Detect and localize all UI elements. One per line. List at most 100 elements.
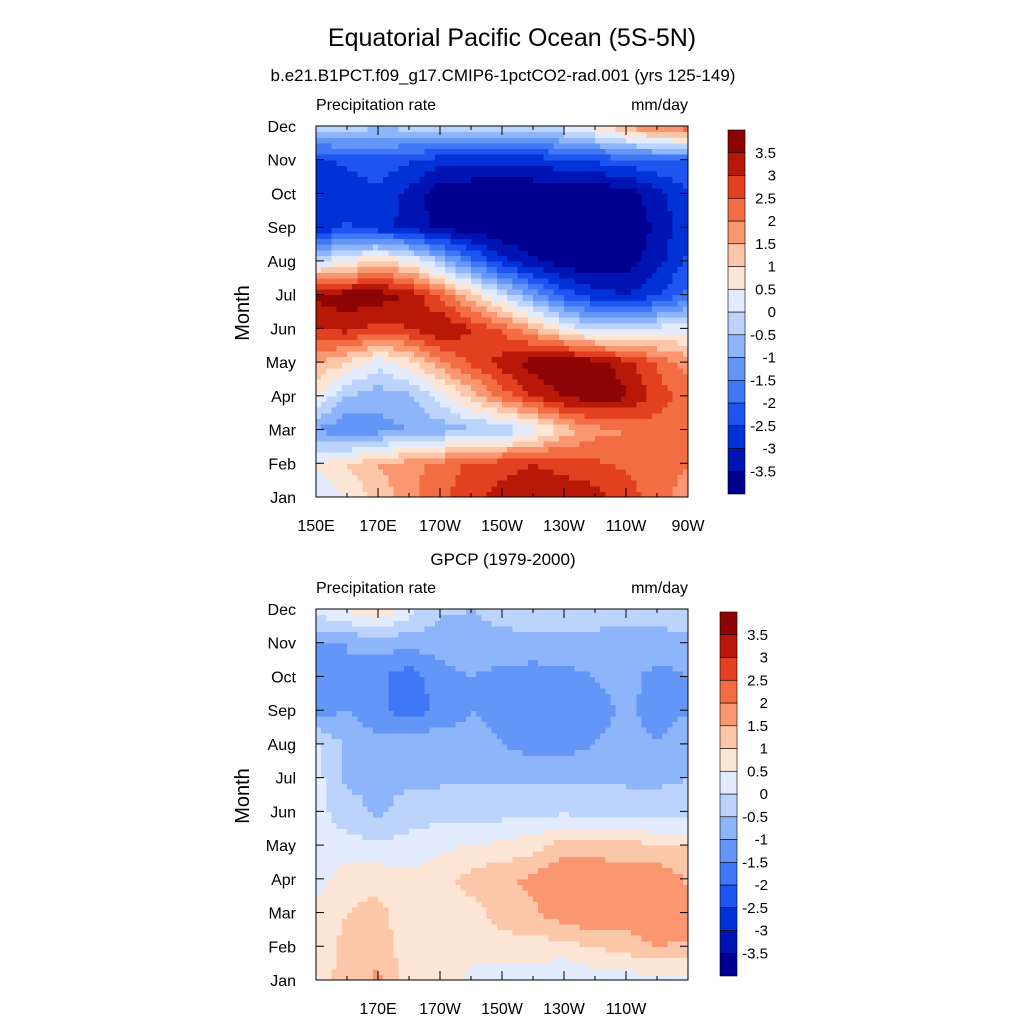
heatmap-cell bbox=[455, 126, 462, 133]
heatmap-cell bbox=[605, 440, 612, 448]
heatmap-cell bbox=[631, 317, 637, 324]
heatmap-cell bbox=[672, 294, 679, 301]
heatmap-cell bbox=[393, 244, 400, 251]
heatmap-cell bbox=[553, 356, 560, 363]
heatmap-cell bbox=[589, 322, 596, 329]
heatmap-cell bbox=[512, 277, 519, 284]
heatmap-cell bbox=[626, 446, 632, 453]
heatmap-cell bbox=[352, 968, 358, 975]
heatmap-cell bbox=[378, 300, 384, 307]
heatmap-cell bbox=[574, 221, 581, 228]
heatmap-cell bbox=[409, 446, 415, 453]
heatmap-cell bbox=[367, 446, 374, 453]
heatmap-cell bbox=[445, 480, 451, 487]
heatmap-cell bbox=[450, 227, 457, 234]
heatmap-cell bbox=[486, 367, 493, 374]
heatmap-cell bbox=[341, 418, 348, 425]
heatmap-cell bbox=[321, 418, 327, 425]
heatmap-cell bbox=[564, 210, 570, 217]
heatmap-cell bbox=[491, 474, 498, 481]
heatmap-cell bbox=[347, 333, 353, 341]
heatmap-cell bbox=[486, 435, 493, 442]
heatmap-cell bbox=[631, 491, 637, 498]
heatmap-cell bbox=[331, 215, 338, 223]
heatmap-cell bbox=[543, 142, 550, 150]
heatmap-cell bbox=[502, 294, 508, 301]
heatmap-cell bbox=[672, 491, 679, 498]
heatmap-cell bbox=[558, 165, 565, 172]
heatmap-cell bbox=[636, 362, 643, 369]
heatmap-cell bbox=[414, 159, 420, 166]
heatmap-cell bbox=[512, 401, 519, 408]
heatmap-cell bbox=[543, 305, 550, 313]
heatmap-cell bbox=[434, 244, 441, 251]
heatmap-cell bbox=[471, 468, 477, 476]
heatmap-cell bbox=[527, 339, 534, 346]
heatmap-cell bbox=[434, 452, 441, 459]
heatmap-cell bbox=[600, 435, 606, 442]
heatmap-cell bbox=[440, 457, 446, 464]
heatmap-cell bbox=[347, 277, 353, 284]
heatmap-cell bbox=[512, 339, 519, 346]
heatmap-cell bbox=[548, 244, 555, 251]
heatmap-cell bbox=[378, 266, 384, 273]
heatmap-cell bbox=[450, 968, 457, 975]
heatmap-cell bbox=[362, 159, 369, 166]
heatmap-cell bbox=[615, 137, 622, 144]
heatmap-cell bbox=[450, 249, 457, 256]
heatmap-cell bbox=[527, 277, 534, 284]
heatmap-cell bbox=[589, 350, 596, 358]
heatmap-cell bbox=[471, 317, 477, 324]
heatmap-cell bbox=[331, 435, 338, 442]
heatmap-cell bbox=[538, 272, 544, 279]
heatmap-cell bbox=[512, 154, 519, 161]
heatmap-cell bbox=[502, 137, 508, 144]
heatmap-cell bbox=[429, 182, 436, 189]
heatmap-cell bbox=[326, 345, 333, 352]
heatmap-cell bbox=[491, 440, 498, 448]
heatmap-cell bbox=[574, 249, 581, 256]
heatmap-cell bbox=[419, 148, 426, 155]
heatmap-cell bbox=[388, 317, 395, 324]
heatmap-cell bbox=[336, 305, 343, 313]
heatmap-cell bbox=[533, 272, 539, 279]
heatmap-cell bbox=[336, 182, 343, 189]
heatmap-cell bbox=[414, 968, 420, 975]
heatmap-cell bbox=[429, 491, 436, 498]
heatmap-cell bbox=[476, 328, 482, 335]
heatmap-cell bbox=[507, 159, 513, 166]
heatmap-cell bbox=[450, 384, 457, 391]
heatmap-cell bbox=[672, 176, 679, 183]
heatmap-cell bbox=[429, 249, 436, 256]
heatmap-cell bbox=[434, 418, 441, 425]
heatmap-cell bbox=[543, 210, 550, 217]
heatmap-cell bbox=[316, 485, 322, 492]
heatmap-cell bbox=[496, 148, 503, 155]
heatmap-cell bbox=[657, 311, 663, 318]
heatmap-cell bbox=[491, 317, 498, 324]
heatmap-cell bbox=[626, 277, 632, 284]
heatmap-cell bbox=[378, 446, 384, 453]
heatmap-cell bbox=[569, 367, 575, 374]
heatmap-cell bbox=[522, 350, 529, 358]
heatmap-cell bbox=[589, 429, 596, 436]
heatmap-cell bbox=[383, 272, 389, 279]
heatmap-cell bbox=[471, 373, 477, 380]
heatmap-cell bbox=[326, 452, 333, 459]
heatmap-cell bbox=[398, 244, 405, 251]
heatmap-cell bbox=[414, 249, 420, 256]
heatmap-cell bbox=[538, 294, 544, 301]
heatmap-cell bbox=[620, 126, 627, 133]
heatmap-cell bbox=[429, 446, 436, 453]
heatmap-cell bbox=[553, 390, 560, 397]
heatmap-cell bbox=[626, 457, 632, 464]
heatmap-cell bbox=[569, 266, 575, 273]
heatmap-cell bbox=[367, 294, 374, 301]
heatmap-cell bbox=[677, 974, 684, 981]
heatmap-cell bbox=[641, 407, 648, 414]
heatmap-cell bbox=[393, 485, 400, 492]
heatmap-cell bbox=[403, 395, 410, 403]
heatmap-cell bbox=[584, 244, 591, 251]
heatmap-cell bbox=[465, 260, 472, 268]
heatmap-cell bbox=[486, 289, 493, 296]
